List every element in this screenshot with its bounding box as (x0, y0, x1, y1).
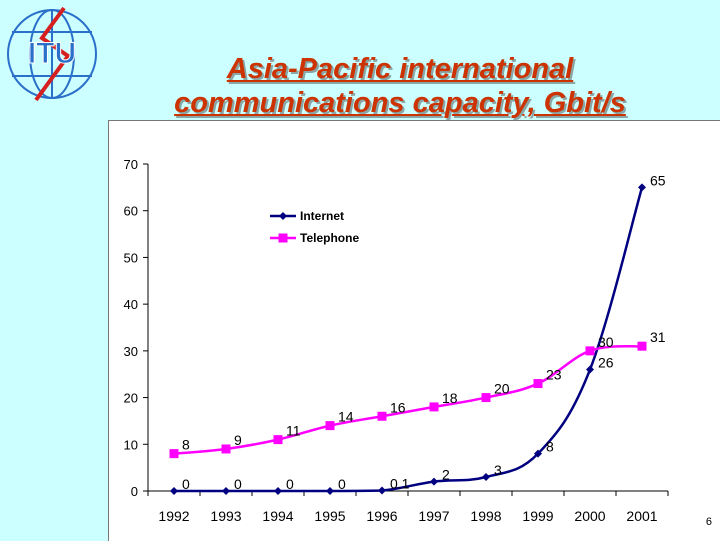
data-point-internet (378, 486, 386, 495)
data-point-telephone (221, 444, 231, 454)
y-tick-label: 30 (124, 344, 138, 359)
data-label-internet: 3 (494, 462, 502, 478)
data-label-telephone: 18 (442, 390, 458, 406)
data-point-telephone (637, 341, 647, 351)
slide-title-line2: communications capacity, Gbit/s (174, 87, 626, 119)
data-label-telephone: 9 (234, 432, 242, 448)
series-line-telephone (173, 344, 643, 455)
y-tick-label: 20 (124, 391, 138, 406)
legend-label-telephone: Telephone (300, 231, 359, 245)
data-point-internet (170, 487, 178, 495)
slide-number: 6 (705, 516, 712, 528)
data-point-internet (222, 487, 230, 495)
slide-title: Asia-Pacific international communication… (110, 52, 690, 120)
data-label-telephone: 11 (286, 423, 301, 439)
legend-label-internet: Internet (300, 209, 344, 223)
y-tick-label: 10 (124, 437, 138, 452)
data-label-internet: 0.1 (390, 476, 410, 492)
data-point-telephone (481, 393, 491, 403)
svg-text:ITU: ITU (28, 37, 76, 70)
data-label-telephone: 30 (598, 334, 614, 350)
data-point-internet (274, 487, 282, 495)
itu-logo: ITU (7, 6, 97, 102)
data-point-internet (534, 449, 542, 458)
x-tick-label: 2000 (574, 508, 605, 524)
data-label-telephone: 31 (650, 329, 666, 345)
y-tick-label: 40 (124, 297, 138, 312)
data-point-telephone (377, 411, 387, 421)
y-tick-label: 70 (124, 157, 138, 172)
chart-panel (108, 120, 720, 541)
x-tick-label: 1996 (366, 508, 397, 524)
x-tick-label: 1995 (314, 508, 345, 524)
data-point-telephone (273, 435, 283, 445)
x-tick-label: 1993 (210, 508, 241, 524)
data-label-telephone: 8 (182, 437, 190, 453)
data-point-telephone (325, 421, 335, 431)
data-point-internet (326, 487, 334, 495)
legend-marker-internet (279, 212, 287, 220)
data-point-internet (638, 183, 646, 192)
x-tick-label: 1997 (418, 508, 449, 524)
data-label-internet: 2 (442, 467, 450, 483)
data-label-internet: 65 (650, 172, 666, 188)
y-tick-label: 0 (131, 484, 138, 499)
x-tick-label: 1994 (262, 508, 293, 524)
data-label-internet: 0 (338, 476, 346, 492)
data-point-telephone (169, 449, 179, 459)
y-tick-label: 60 (124, 204, 138, 219)
data-label-internet: 26 (598, 355, 614, 371)
data-point-internet (586, 365, 594, 374)
data-point-telephone (429, 402, 439, 412)
data-label-telephone: 16 (390, 399, 406, 415)
data-label-internet: 0 (182, 476, 190, 492)
data-label-internet: 0 (234, 476, 242, 492)
data-point-internet (482, 472, 490, 481)
data-point-telephone (533, 379, 543, 389)
data-label-telephone: 23 (546, 367, 562, 383)
legend-marker-telephone (278, 233, 288, 243)
x-tick-label: 1998 (470, 508, 501, 524)
data-label-telephone: 14 (338, 409, 354, 425)
data-label-internet: 0 (286, 476, 294, 492)
data-label-internet: 8 (546, 439, 554, 455)
x-tick-label: 1992 (158, 508, 189, 524)
x-tick-label: 2001 (626, 508, 657, 524)
slide-title-line1: Asia-Pacific international (226, 53, 574, 85)
data-point-telephone (585, 346, 595, 356)
x-tick-label: 1999 (522, 508, 553, 524)
data-label-telephone: 20 (494, 381, 510, 397)
y-tick-label: 50 (124, 250, 138, 265)
data-point-internet (430, 477, 438, 486)
